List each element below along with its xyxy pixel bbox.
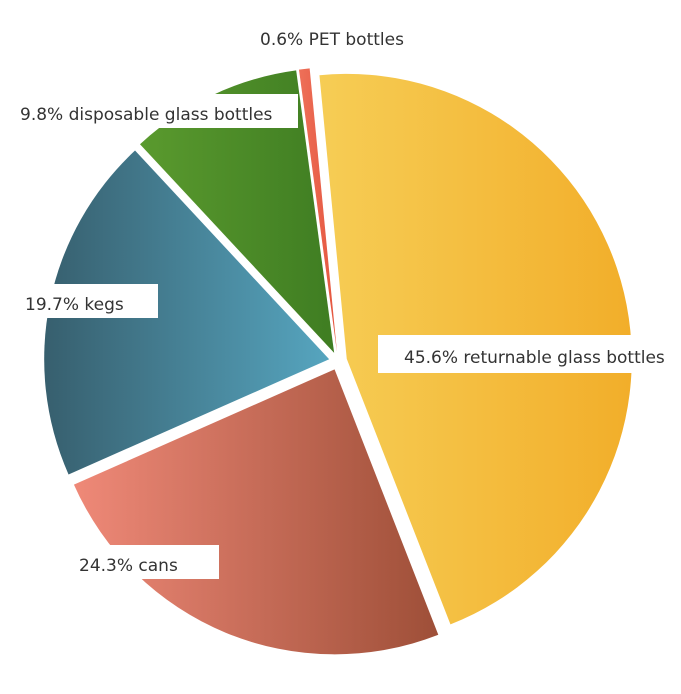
slice-label-5: 0.6% PET bottles	[250, 20, 425, 54]
pie-labels: 45.6% returnable glass bottles 24.3% cans…	[10, 20, 678, 579]
slice-label-2: 24.3% cans	[64, 545, 219, 579]
slice-label-background	[64, 545, 219, 579]
slice-label-background	[10, 94, 298, 128]
slice-label-background	[10, 284, 158, 318]
slice-label-1: 45.6% returnable glass bottles	[378, 335, 678, 373]
slice-label-4: 9.8% disposable glass bottles	[10, 94, 298, 128]
slice-label-text: 9.8% disposable glass bottles	[20, 105, 273, 125]
slice-label-text: 0.6% PET bottles	[260, 30, 404, 50]
slice-label-3: 19.7% kegs	[10, 284, 158, 318]
pie-slice-3	[44, 150, 330, 475]
slice-label-background	[378, 335, 678, 373]
slice-label-text: 19.7% kegs	[25, 295, 124, 315]
pie-slice-2	[73, 369, 439, 655]
slice-label-text: 45.6% returnable glass bottles	[404, 348, 665, 368]
pie-slice-4	[140, 70, 335, 353]
slice-label-text: 24.3% cans	[79, 556, 178, 576]
pie-slice-5	[298, 68, 337, 353]
slice-label-background	[250, 20, 425, 54]
